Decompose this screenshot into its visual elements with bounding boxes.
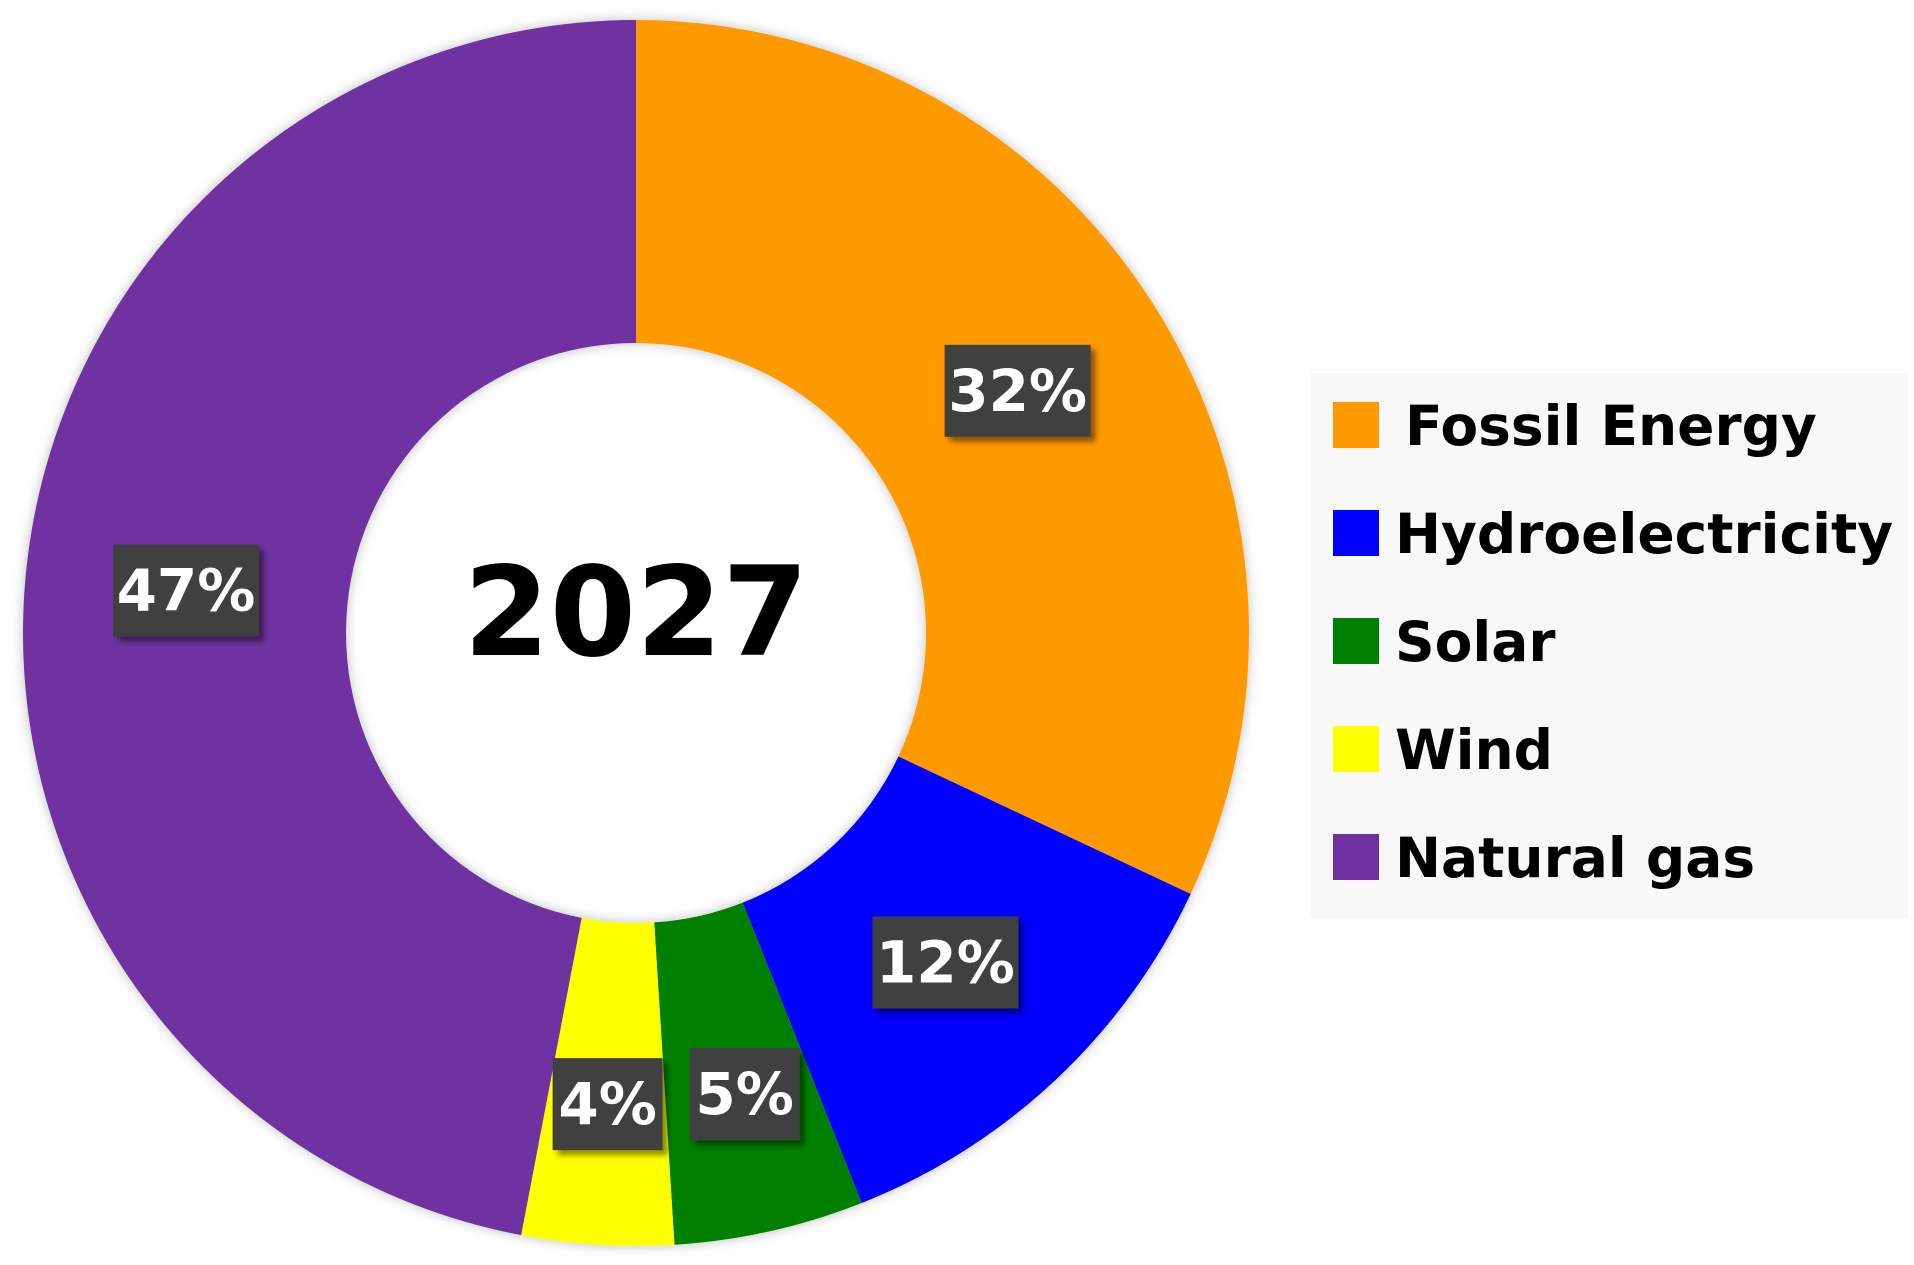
slice-fossil-energy (636, 20, 1249, 895)
data-label-hydroelectricity: 12% (872, 916, 1019, 1009)
legend-swatch (1333, 834, 1379, 880)
legend-item-wind: Wind (1333, 718, 1553, 782)
legend: Fossil Energy Hydroelectricity Solar Wind Na… (1310, 373, 1908, 918)
data-label-box (944, 344, 1091, 437)
data-label-box (872, 916, 1019, 1009)
legend-label: Wind (1395, 718, 1553, 782)
legend-item-hydroelectricity: Hydroelectricity (1333, 502, 1893, 566)
legend-label: Natural gas (1395, 826, 1755, 890)
legend-swatch (1333, 510, 1379, 556)
legend-label: Fossil Energy (1405, 394, 1817, 458)
data-labels: 32% 12% 5% 4% 47% (113, 344, 1091, 1151)
data-label-value: 32% (948, 357, 1087, 425)
legend-background (1310, 373, 1908, 918)
data-label-value: 5% (695, 1060, 793, 1128)
legend-item-solar: Solar (1333, 610, 1556, 674)
legend-swatch (1333, 402, 1379, 448)
legend-swatch (1333, 726, 1379, 772)
data-label-box (689, 1048, 800, 1141)
data-label-fossil-energy: 32% (944, 344, 1091, 437)
legend-item-natural-gas: Natural gas (1333, 826, 1755, 890)
slice-natural-gas (22, 20, 636, 1236)
legend-label: Solar (1395, 610, 1556, 674)
legend-item-fossil-energy: Fossil Energy (1333, 394, 1817, 458)
data-label-box (552, 1058, 663, 1151)
legend-label: Hydroelectricity (1395, 502, 1893, 566)
data-label-value: 47% (117, 556, 256, 624)
data-label-wind: 4% (552, 1058, 663, 1151)
legend-swatch (1333, 618, 1379, 664)
center-year-label: 2027 (463, 541, 808, 685)
data-label-solar: 5% (689, 1048, 800, 1141)
data-label-value: 4% (558, 1070, 656, 1138)
data-label-box (113, 544, 260, 637)
data-label-value: 12% (876, 928, 1015, 996)
donut-slices (22, 20, 1249, 1247)
data-label-natural-gas: 47% (113, 544, 260, 637)
